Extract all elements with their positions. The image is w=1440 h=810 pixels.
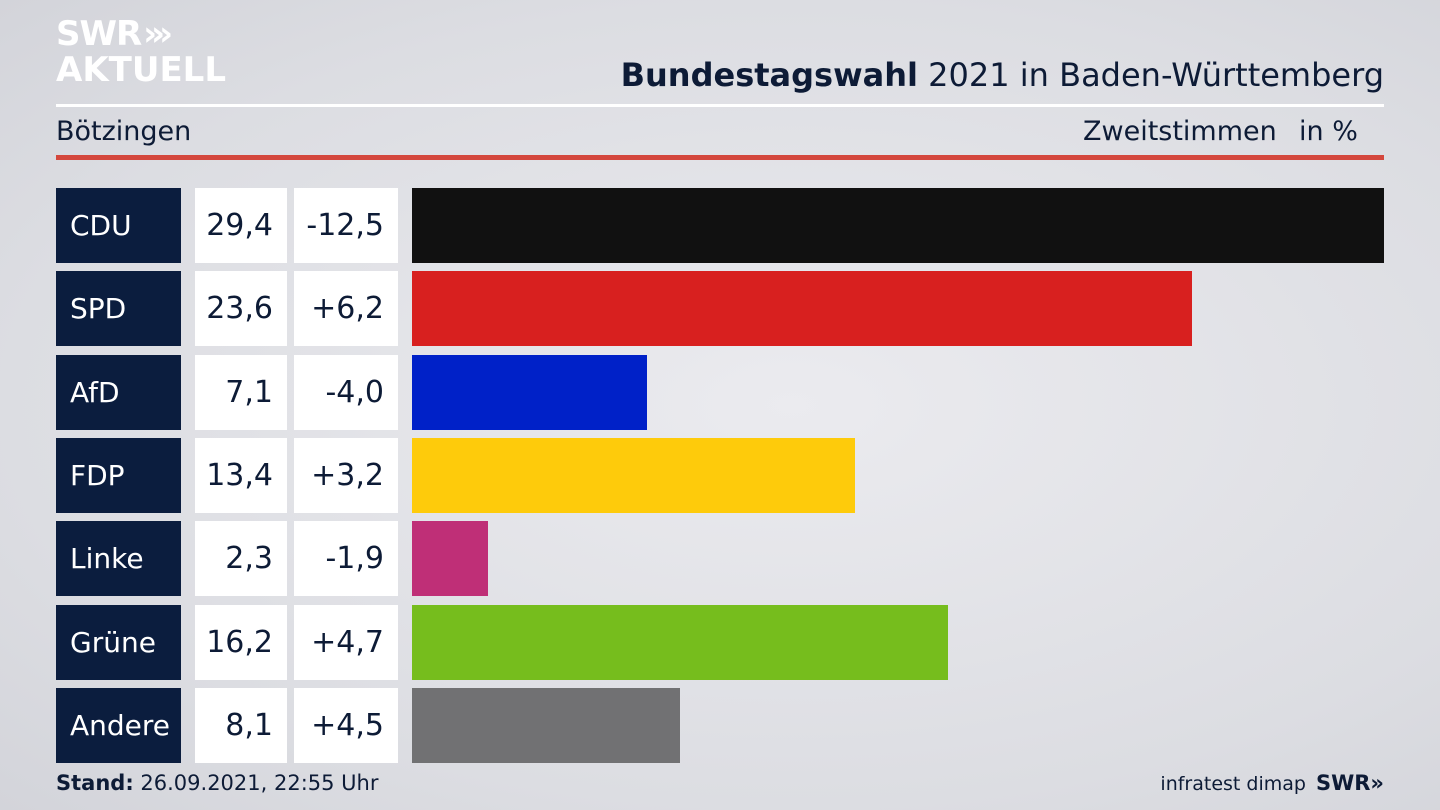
vote-change-value: +3,2: [294, 437, 398, 513]
vote-change-value: +4,7: [294, 604, 398, 680]
party-label: SPD: [56, 271, 181, 347]
region-label: Bötzingen: [56, 116, 192, 147]
header-divider: [56, 104, 1384, 107]
party-label: CDU: [56, 188, 181, 263]
bar-afd: [412, 354, 647, 430]
party-label: Andere: [56, 687, 181, 763]
bar-grüne: [412, 604, 948, 680]
vote-share-value: 16,2: [195, 604, 287, 680]
vote-type-label: Zweitstimmen: [1083, 116, 1277, 147]
source-label: infratest dimap: [1160, 773, 1306, 795]
vote-change-value: -4,0: [294, 354, 398, 430]
party-label: Linke: [56, 521, 181, 597]
bar-cdu: [412, 188, 1384, 263]
vote-share-value: 29,4: [195, 188, 287, 263]
bar-fdp: [412, 437, 856, 513]
footer-credits: infratest dimap SWR»: [1160, 771, 1384, 795]
bar-andere: [412, 687, 680, 763]
chart-title: Bundestagswahl 2021 in Baden-Württemberg: [620, 56, 1384, 94]
party-label: AfD: [56, 354, 181, 430]
party-label: FDP: [56, 437, 181, 513]
logo-line-1: SWR»»: [56, 14, 173, 54]
vote-change-value: -1,9: [294, 521, 398, 597]
vote-change-value: -12,5: [294, 188, 398, 263]
vote-change-value: +4,5: [294, 687, 398, 763]
unit-label: in %: [1299, 116, 1358, 147]
bar-linke: [412, 521, 489, 597]
vote-share-value: 8,1: [195, 687, 287, 763]
vote-share-value: 13,4: [195, 437, 287, 513]
party-label: Grüne: [56, 604, 181, 680]
logo-line-2: AKTUELL: [56, 50, 227, 90]
vote-share-value: 7,1: [195, 354, 287, 430]
vote-share-value: 2,3: [195, 521, 287, 597]
swr-aktuell-logo: SWR»» AKTUELL: [56, 16, 226, 88]
bar-spd: [412, 271, 1193, 347]
timestamp: Stand: 26.09.2021, 22:55 Uhr: [56, 771, 379, 795]
swr-brand-logo: SWR»: [1315, 771, 1384, 795]
vote-share-value: 23,6: [195, 271, 287, 347]
vote-change-value: +6,2: [294, 271, 398, 347]
header-red-rule: [56, 155, 1384, 160]
